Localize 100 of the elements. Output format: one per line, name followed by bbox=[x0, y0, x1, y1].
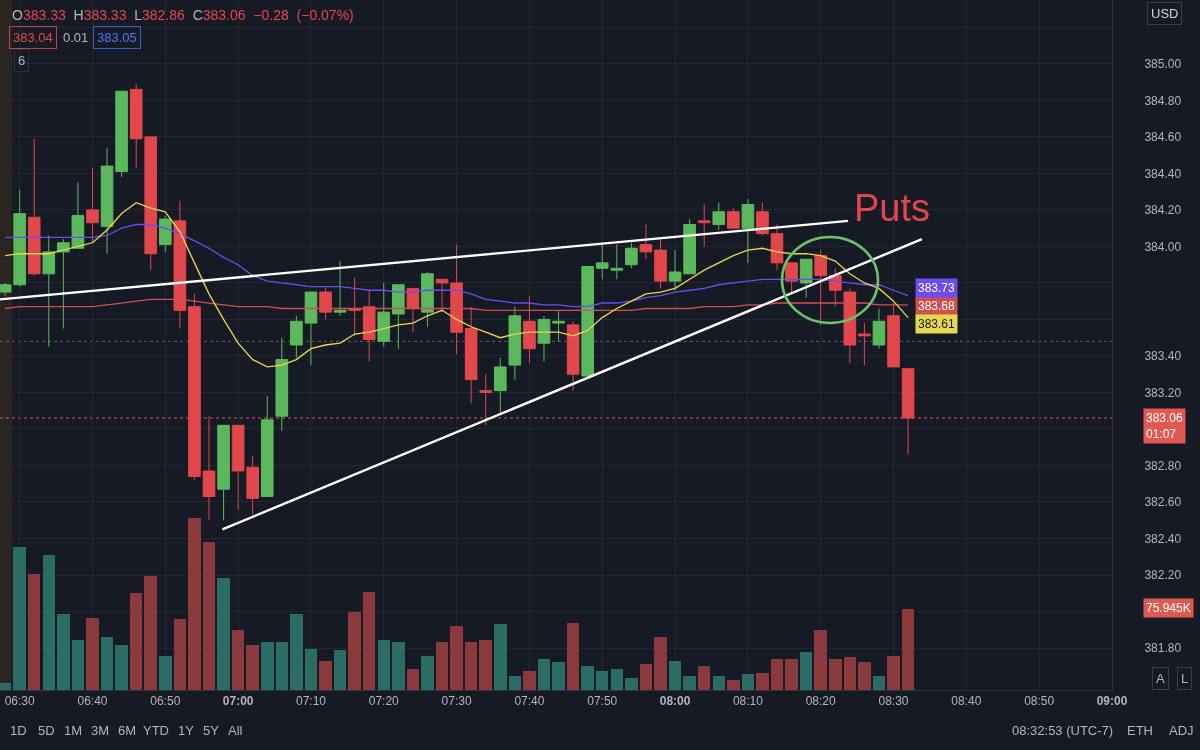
bar bbox=[727, 680, 740, 690]
y-tick-label: 384.40 bbox=[1144, 166, 1182, 181]
y-tick-label: 384.20 bbox=[1144, 203, 1182, 218]
bar bbox=[203, 542, 215, 690]
bar bbox=[465, 642, 477, 690]
bar bbox=[567, 623, 579, 690]
bar bbox=[217, 578, 230, 690]
bar bbox=[28, 574, 40, 690]
bar bbox=[785, 659, 798, 690]
bar bbox=[538, 659, 550, 690]
x-tick-label: 07:50 bbox=[587, 694, 618, 709]
candlestick bbox=[770, 224, 784, 271]
annotation: 6 bbox=[18, 53, 26, 68]
bar bbox=[450, 626, 463, 690]
bar bbox=[144, 576, 157, 690]
y-tick-label: 383.40 bbox=[1144, 349, 1182, 364]
candlestick bbox=[275, 337, 289, 432]
bar bbox=[494, 624, 507, 690]
candlestick bbox=[712, 202, 726, 231]
candlestick bbox=[173, 200, 187, 330]
bar bbox=[319, 661, 332, 690]
candlestick bbox=[566, 320, 580, 392]
candlestick bbox=[42, 234, 56, 348]
bar bbox=[290, 614, 303, 690]
candlestick bbox=[290, 315, 303, 359]
candlestick bbox=[27, 138, 41, 277]
candlestick bbox=[858, 322, 871, 366]
bar bbox=[756, 673, 769, 690]
x-tick-label: 07:10 bbox=[295, 694, 327, 709]
candlestick bbox=[86, 167, 99, 244]
annotation: Puts bbox=[854, 187, 931, 229]
x-tick-label: 08:00 bbox=[659, 694, 691, 709]
text: 75.945K bbox=[1146, 601, 1191, 615]
candlestick bbox=[872, 307, 886, 350]
bar bbox=[625, 678, 638, 690]
bar bbox=[596, 671, 608, 690]
y-tick-label: 382.80 bbox=[1144, 458, 1182, 473]
bar bbox=[246, 645, 259, 690]
bar bbox=[436, 642, 448, 690]
bar bbox=[159, 656, 172, 690]
candlestick bbox=[639, 224, 653, 260]
bar bbox=[509, 676, 521, 690]
bar bbox=[232, 630, 244, 690]
bar bbox=[713, 676, 725, 690]
bar bbox=[115, 645, 128, 690]
bar bbox=[421, 656, 434, 690]
candlestick bbox=[552, 309, 565, 342]
annotation: 383.04 bbox=[13, 30, 53, 45]
candlestick bbox=[901, 368, 915, 456]
bar bbox=[873, 676, 885, 690]
text: 1M bbox=[64, 723, 83, 738]
candlestick bbox=[464, 306, 478, 404]
ref-line-label: 383.06 01:07 bbox=[1146, 411, 1184, 441]
text: 1Y bbox=[178, 723, 195, 738]
bar bbox=[887, 656, 900, 690]
candlestick bbox=[523, 295, 536, 364]
annotation: 0.01 bbox=[63, 30, 89, 45]
bar bbox=[101, 637, 113, 690]
data-label: 383.61 bbox=[918, 317, 956, 331]
y-tick-label: 384.80 bbox=[1144, 93, 1182, 108]
candlestick bbox=[493, 357, 507, 414]
bar bbox=[523, 671, 536, 690]
x-tick-label: 08:50 bbox=[1024, 694, 1055, 709]
bar bbox=[552, 662, 565, 690]
bar bbox=[844, 657, 856, 690]
candlestick bbox=[392, 284, 405, 350]
y-tick-label: 382.60 bbox=[1144, 495, 1182, 510]
candlestick bbox=[741, 198, 755, 264]
candlestick bbox=[362, 289, 376, 362]
y-tick-label: 385.00 bbox=[1144, 57, 1182, 72]
y-tick-label: 384.60 bbox=[1144, 130, 1182, 145]
candlestick bbox=[697, 203, 711, 247]
candlestick bbox=[479, 373, 493, 426]
bar bbox=[902, 609, 914, 690]
candlestick bbox=[799, 258, 813, 299]
text: ETH bbox=[1127, 723, 1153, 738]
bar bbox=[378, 640, 390, 690]
bar bbox=[479, 640, 492, 690]
y-tick-label: 382.40 bbox=[1144, 531, 1182, 546]
bar bbox=[261, 642, 274, 690]
x-tick-label: 07:40 bbox=[514, 694, 545, 709]
bar bbox=[130, 593, 142, 690]
bar bbox=[407, 669, 419, 690]
text: O383.33 H383.33 L382.86 C383.06 −0.28 (−0.07%) bbox=[12, 7, 354, 23]
candlestick bbox=[654, 238, 667, 289]
x-tick-label: 08:20 bbox=[805, 694, 837, 709]
x-tick-label: 08:30 bbox=[878, 694, 909, 709]
candlestick bbox=[202, 415, 216, 521]
candlestick bbox=[581, 266, 594, 377]
line-series bbox=[4, 298, 909, 311]
candlestick bbox=[319, 286, 332, 320]
bar bbox=[640, 664, 652, 690]
bar bbox=[858, 662, 871, 690]
bar bbox=[363, 592, 375, 690]
y-tick-label: 382.20 bbox=[1144, 568, 1182, 583]
x-tick-label: 08:10 bbox=[732, 694, 764, 709]
candlestick bbox=[260, 395, 274, 498]
bar bbox=[276, 642, 288, 690]
bar bbox=[800, 652, 812, 690]
candlestick bbox=[508, 306, 522, 381]
